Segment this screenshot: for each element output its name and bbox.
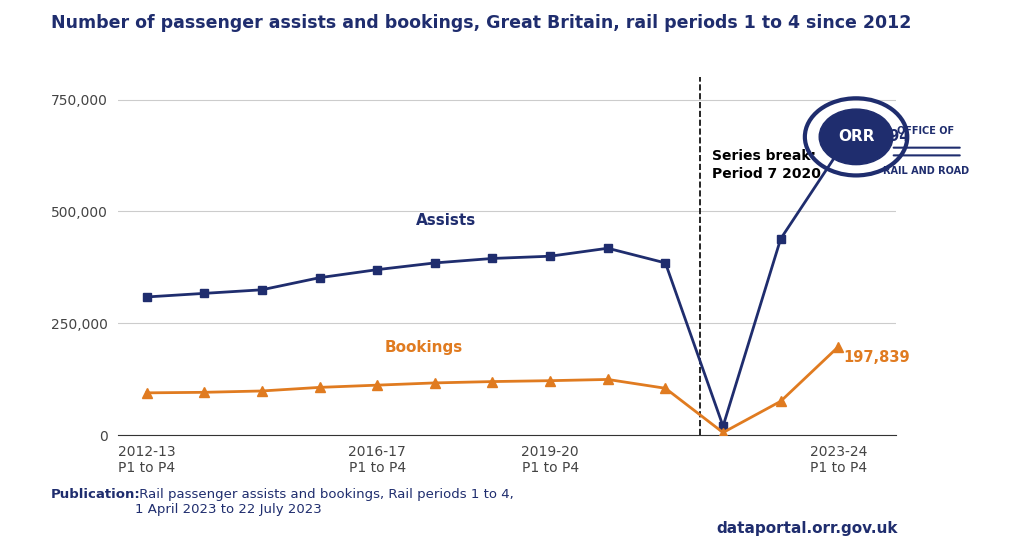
Text: OFFICE OF: OFFICE OF bbox=[897, 126, 954, 136]
Text: Assists: Assists bbox=[416, 213, 476, 228]
Text: ORR: ORR bbox=[838, 129, 874, 144]
Text: Publication:: Publication: bbox=[51, 488, 141, 501]
Text: 633,494: 633,494 bbox=[843, 128, 909, 144]
Text: Series break:
Period 7 2020: Series break: Period 7 2020 bbox=[712, 149, 820, 181]
Text: RAIL AND ROAD: RAIL AND ROAD bbox=[883, 166, 969, 176]
Text: dataportal.orr.gov.uk: dataportal.orr.gov.uk bbox=[717, 521, 898, 536]
Text: Bookings: Bookings bbox=[384, 341, 463, 355]
Text: Number of passenger assists and bookings, Great Britain, rail periods 1 to 4 sin: Number of passenger assists and bookings… bbox=[51, 14, 911, 32]
Circle shape bbox=[819, 109, 893, 165]
Text: 197,839: 197,839 bbox=[843, 350, 909, 365]
Text: Rail passenger assists and bookings, Rail periods 1 to 4,
1 April 2023 to 22 Jul: Rail passenger assists and bookings, Rai… bbox=[135, 488, 514, 516]
